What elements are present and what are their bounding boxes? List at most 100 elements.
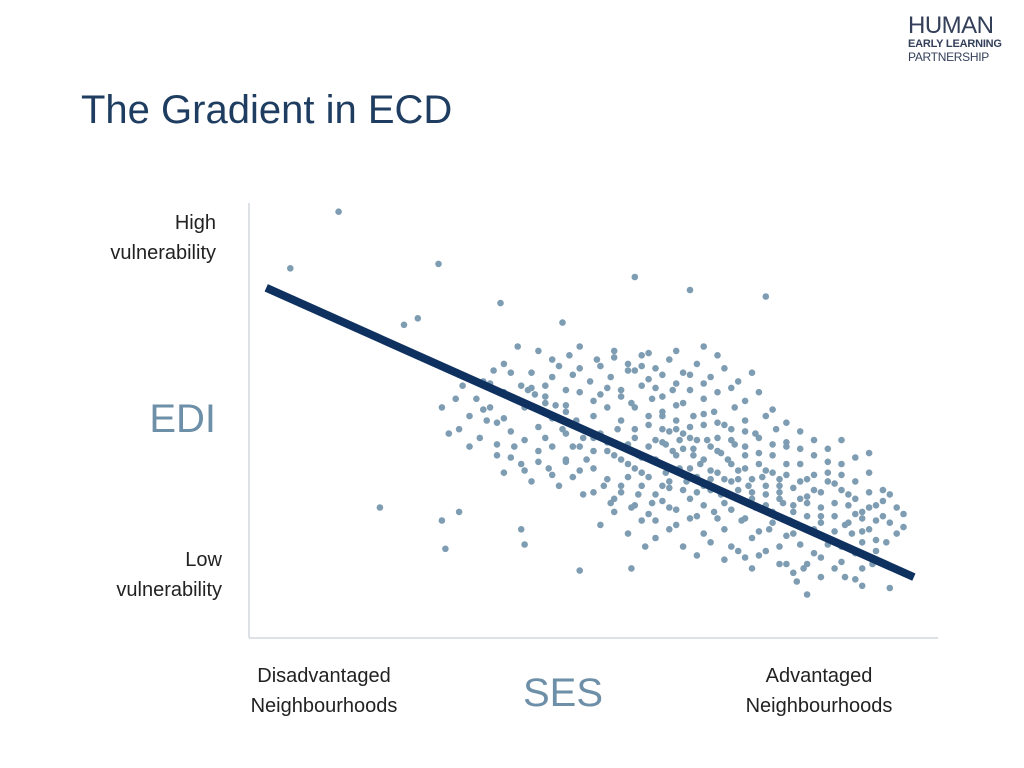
data-point	[535, 447, 542, 455]
data-point	[555, 482, 563, 490]
data-point	[693, 360, 701, 368]
data-point	[810, 436, 818, 444]
data-point	[721, 421, 728, 429]
data-point	[631, 425, 639, 433]
data-point	[728, 425, 735, 433]
data-point	[796, 445, 804, 453]
y-tick-low-line1: Low	[185, 549, 222, 571]
data-point	[865, 526, 873, 533]
data-point	[652, 491, 659, 498]
data-point	[528, 369, 535, 377]
data-point	[872, 536, 880, 544]
data-point	[776, 560, 783, 568]
data-point	[762, 547, 770, 555]
data-point	[728, 478, 735, 485]
data-point	[707, 467, 714, 474]
data-point	[493, 452, 501, 459]
data-point	[590, 412, 597, 420]
data-point	[693, 489, 701, 496]
data-point	[590, 447, 597, 455]
data-point	[852, 478, 859, 485]
data-point	[714, 388, 721, 396]
data-point	[741, 452, 749, 459]
data-point	[576, 343, 583, 350]
data-point	[507, 369, 515, 377]
data-point	[824, 478, 832, 485]
x-tick-label-disadvantaged: Disadvantaged	[257, 665, 390, 687]
data-point	[734, 486, 742, 494]
data-point	[769, 406, 776, 413]
data-point	[542, 434, 549, 442]
data-point	[721, 365, 728, 372]
data-point	[879, 486, 887, 494]
x-axis-label: SES	[523, 671, 603, 715]
data-point	[666, 428, 673, 435]
data-point	[793, 578, 801, 585]
data-point	[783, 443, 790, 450]
data-point	[624, 460, 632, 468]
data-point	[831, 565, 838, 572]
data-point	[610, 452, 618, 459]
data-point	[666, 478, 673, 485]
data-point	[617, 386, 625, 394]
x-tick-label-advantaged: Advantaged	[766, 665, 873, 687]
data-point	[459, 382, 466, 390]
data-point	[734, 467, 742, 474]
data-point	[597, 521, 604, 529]
data-point	[776, 489, 783, 496]
data-point	[497, 299, 504, 307]
data-point	[583, 456, 590, 463]
data-point	[442, 545, 449, 553]
data-point	[672, 452, 680, 459]
data-point	[597, 362, 604, 370]
data-point	[590, 489, 597, 496]
data-point	[872, 502, 880, 509]
data-point	[776, 482, 783, 490]
data-point	[710, 408, 718, 416]
data-point	[831, 499, 838, 507]
data-point	[755, 388, 763, 396]
x-tick-max-line2: Neighbourhoods	[746, 695, 893, 717]
data-point	[824, 445, 832, 453]
data-point	[562, 430, 570, 437]
data-point	[707, 475, 714, 483]
data-point	[886, 491, 894, 498]
data-point	[559, 319, 566, 326]
data-point	[624, 530, 632, 537]
data-point	[679, 399, 687, 407]
y-axis-label: EDI	[149, 397, 216, 441]
data-point	[521, 541, 528, 548]
data-point	[672, 506, 680, 513]
data-point	[748, 534, 756, 542]
data-point	[693, 436, 701, 444]
data-point	[734, 475, 742, 483]
data-point	[652, 534, 659, 542]
data-point	[586, 378, 594, 385]
data-point	[552, 402, 559, 409]
data-point	[624, 473, 632, 481]
data-point	[700, 421, 707, 429]
data-point	[865, 469, 873, 477]
data-point	[648, 395, 656, 403]
data-point	[414, 315, 422, 322]
data-points	[287, 208, 907, 598]
slide-title: The Gradient in ECD	[81, 88, 453, 132]
data-point	[838, 486, 845, 494]
data-point	[638, 382, 645, 390]
data-point	[841, 573, 849, 581]
data-point	[755, 434, 763, 442]
data-point	[452, 395, 460, 403]
data-point	[672, 521, 680, 529]
data-point	[700, 343, 707, 350]
data-point	[638, 362, 645, 370]
data-point	[517, 526, 525, 533]
data-point	[511, 443, 518, 450]
data-point	[638, 352, 645, 359]
data-point	[590, 465, 597, 472]
organization-logo: HUMAN EARLY LEARNING PARTNERSHIP	[908, 14, 1012, 64]
data-point	[783, 560, 790, 568]
data-point	[845, 519, 852, 526]
data-point	[728, 506, 735, 513]
data-point	[803, 560, 811, 568]
